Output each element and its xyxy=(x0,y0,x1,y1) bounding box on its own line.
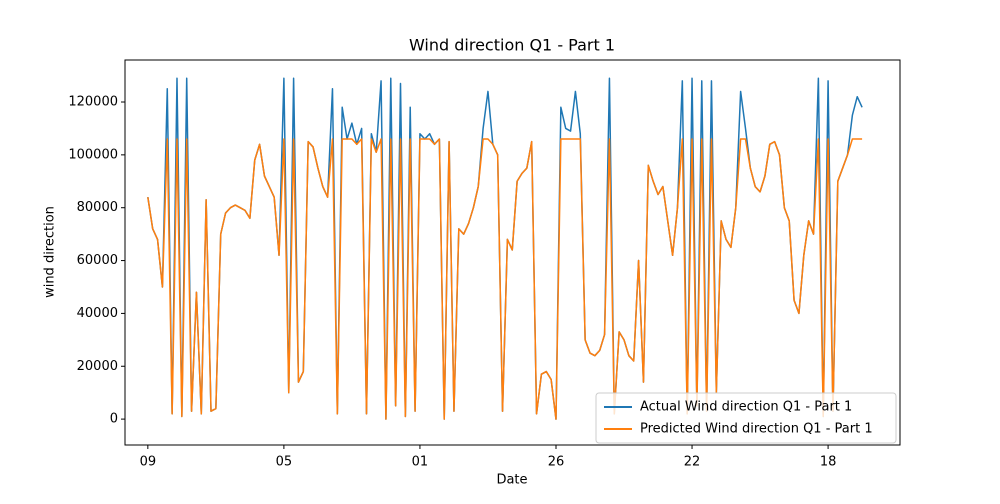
x-tick-label: 22 xyxy=(684,455,701,470)
legend-label: Predicted Wind direction Q1 - Part 1 xyxy=(640,422,873,437)
x-tick-label: 09 xyxy=(140,455,157,470)
y-tick-label: 100000 xyxy=(68,147,118,162)
x-tick-label: 26 xyxy=(548,455,565,470)
y-tick-label: 60000 xyxy=(77,253,118,268)
data-line xyxy=(147,138,863,420)
chart-title: Wind direction Q1 - Part 1 xyxy=(409,36,615,55)
y-tick-label: 80000 xyxy=(77,200,118,215)
y-tick-label: 0 xyxy=(110,412,118,427)
y-tick-label: 40000 xyxy=(77,306,118,321)
plot-frame xyxy=(124,59,901,446)
y-tick-label: 120000 xyxy=(68,95,118,110)
x-tick-label: 18 xyxy=(820,455,837,470)
legend-box xyxy=(595,392,897,444)
x-axis-label: Date xyxy=(496,473,527,488)
y-axis-label: wind direction xyxy=(43,206,58,298)
y-tick-label: 20000 xyxy=(77,359,118,374)
x-tick-label: 01 xyxy=(412,455,429,470)
legend-label: Actual Wind direction Q1 - Part 1 xyxy=(640,400,852,415)
x-tick-label: 05 xyxy=(276,455,293,470)
